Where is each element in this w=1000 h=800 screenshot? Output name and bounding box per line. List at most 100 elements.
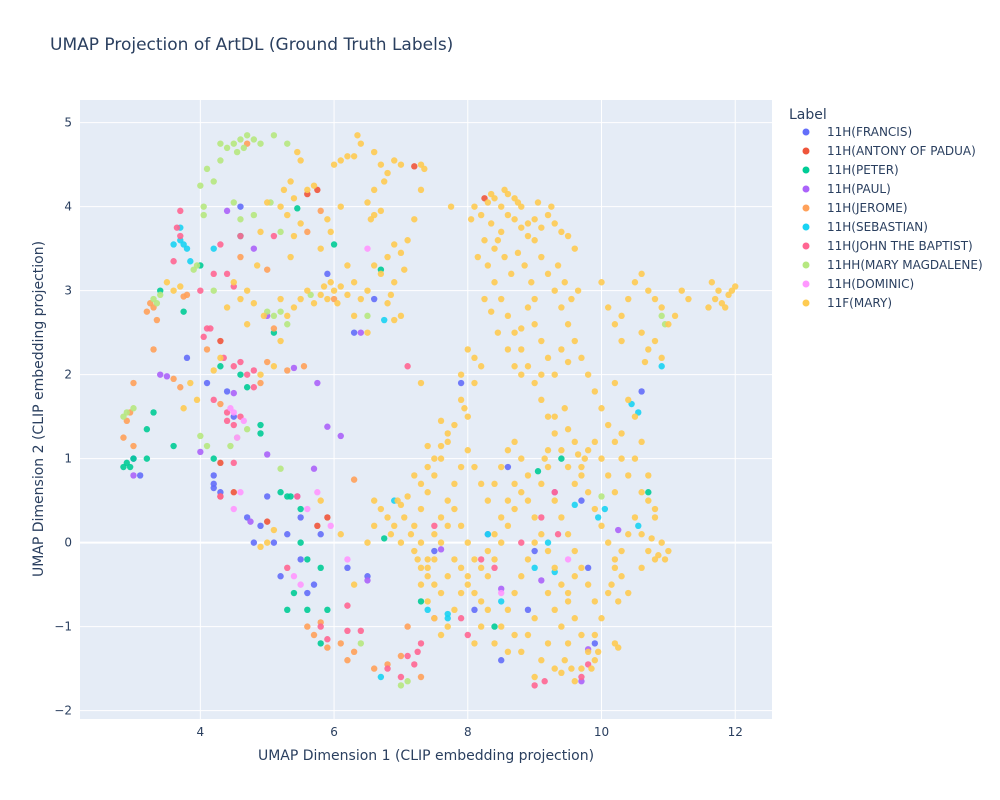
data-point[interactable] [284, 531, 291, 538]
data-point[interactable] [304, 623, 311, 630]
data-point[interactable] [284, 312, 291, 320]
data-point[interactable] [645, 287, 652, 294]
data-point[interactable] [551, 430, 558, 437]
data-point[interactable] [561, 279, 568, 286]
data-point[interactable] [284, 321, 291, 328]
data-point[interactable] [391, 279, 398, 286]
data-point[interactable] [243, 287, 251, 294]
data-point[interactable] [431, 615, 438, 622]
data-point[interactable] [658, 312, 665, 320]
data-point[interactable] [611, 564, 619, 572]
data-point[interactable] [227, 405, 234, 412]
data-point[interactable] [538, 253, 545, 261]
data-point[interactable] [401, 266, 408, 273]
data-point[interactable] [264, 199, 271, 206]
data-point[interactable] [728, 287, 736, 294]
data-point[interactable] [531, 295, 538, 303]
data-point[interactable] [611, 640, 619, 647]
data-point[interactable] [130, 442, 137, 450]
data-point[interactable] [310, 581, 318, 588]
data-point[interactable] [240, 144, 248, 152]
data-point[interactable] [554, 262, 562, 269]
data-point[interactable] [243, 426, 251, 433]
data-point[interactable] [651, 337, 659, 345]
data-point[interactable] [370, 148, 378, 156]
data-point[interactable] [477, 211, 485, 219]
data-point[interactable] [504, 522, 512, 530]
data-point[interactable] [611, 438, 619, 446]
data-point[interactable] [625, 295, 632, 303]
data-point[interactable] [564, 321, 572, 328]
legend-item[interactable]: 11H(ANTONY OF PADUA) [802, 144, 976, 158]
data-point[interactable] [618, 547, 625, 555]
data-point[interactable] [631, 413, 639, 420]
data-point[interactable] [464, 573, 471, 580]
data-point[interactable] [477, 556, 485, 563]
data-point[interactable] [638, 531, 645, 538]
data-point[interactable] [424, 463, 431, 471]
data-point[interactable] [344, 657, 351, 664]
data-point[interactable] [437, 417, 445, 425]
data-point[interactable] [477, 363, 485, 370]
data-point[interactable] [357, 295, 365, 303]
data-point[interactable] [491, 640, 498, 647]
data-point[interactable] [511, 589, 518, 597]
data-point[interactable] [210, 245, 217, 252]
data-point[interactable] [498, 589, 505, 597]
data-point[interactable] [511, 505, 518, 513]
data-point[interactable] [558, 304, 565, 311]
data-point[interactable] [615, 598, 622, 605]
data-point[interactable] [210, 472, 217, 479]
data-point[interactable] [223, 304, 231, 311]
data-point[interactable] [187, 258, 194, 265]
data-point[interactable] [237, 203, 244, 210]
data-point[interactable] [484, 606, 492, 614]
data-point[interactable] [645, 489, 652, 496]
data-point[interactable] [350, 648, 358, 656]
legend-item[interactable]: 11H(DOMINIC) [802, 277, 915, 291]
data-point[interactable] [504, 312, 512, 320]
data-point[interactable] [257, 421, 264, 429]
data-point[interactable] [551, 606, 558, 614]
data-point[interactable] [564, 426, 572, 433]
data-point[interactable] [404, 237, 411, 244]
data-point[interactable] [264, 266, 271, 273]
data-point[interactable] [277, 308, 284, 315]
data-point[interactable] [431, 522, 438, 530]
data-point[interactable] [538, 577, 545, 584]
data-point[interactable] [464, 413, 471, 420]
data-point[interactable] [471, 203, 478, 210]
data-point[interactable] [223, 270, 231, 278]
data-point[interactable] [528, 279, 535, 286]
data-point[interactable] [210, 484, 217, 492]
data-point[interactable] [431, 556, 438, 563]
data-point[interactable] [223, 417, 231, 425]
data-point[interactable] [721, 304, 729, 311]
data-point[interactable] [130, 472, 137, 479]
data-point[interactable] [197, 182, 204, 189]
data-point[interactable] [397, 161, 405, 168]
data-point[interactable] [317, 497, 324, 504]
data-point[interactable] [270, 132, 278, 139]
data-point[interactable] [200, 333, 207, 341]
data-point[interactable] [357, 329, 365, 336]
data-point[interactable] [464, 539, 471, 546]
data-point[interactable] [120, 434, 127, 441]
data-point[interactable] [417, 505, 425, 513]
data-point[interactable] [518, 539, 525, 546]
data-point[interactable] [417, 539, 425, 546]
data-point[interactable] [344, 262, 351, 269]
data-point[interactable] [270, 232, 278, 240]
data-point[interactable] [364, 312, 371, 320]
data-point[interactable] [210, 178, 217, 185]
data-point[interactable] [544, 589, 552, 597]
data-point[interactable] [531, 539, 538, 546]
data-point[interactable] [397, 539, 405, 546]
data-point[interactable] [230, 199, 237, 206]
data-point[interactable] [598, 455, 605, 462]
data-point[interactable] [538, 224, 545, 231]
data-point[interactable] [544, 547, 552, 555]
data-point[interactable] [157, 291, 164, 299]
data-point[interactable] [471, 354, 478, 362]
data-point[interactable] [300, 363, 308, 370]
